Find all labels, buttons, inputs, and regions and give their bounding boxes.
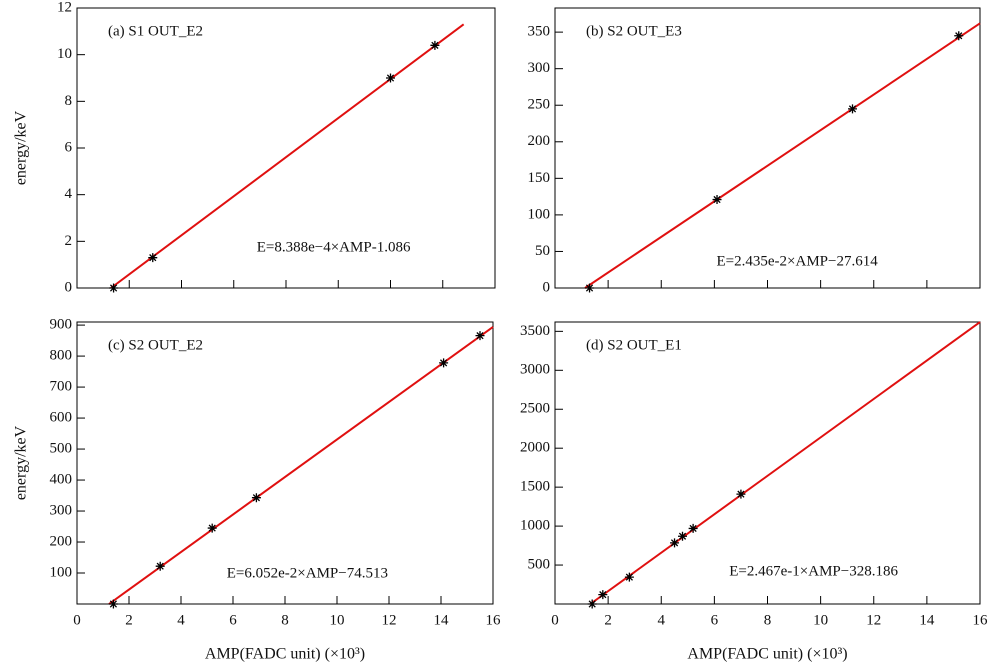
data-point	[439, 358, 449, 368]
y-tick-label: 3000	[520, 362, 550, 378]
x-tick-label: 14	[919, 612, 935, 628]
equation: E=6.052e-2×AMP−74.513	[227, 565, 388, 581]
data-point	[670, 538, 680, 548]
data-point	[207, 523, 217, 533]
panel-title: (b) S2 OUT_E3	[586, 23, 682, 39]
data-point	[624, 572, 634, 582]
x-tick-label: 14	[434, 612, 450, 628]
y-tick-label: 50	[535, 243, 550, 259]
data-point	[688, 523, 698, 533]
y-tick-label: 0	[65, 279, 73, 295]
y-axis-label: energy/keV	[13, 425, 30, 500]
data-point	[155, 561, 165, 571]
fit-line	[584, 22, 981, 289]
data-point	[585, 283, 595, 293]
y-tick-label: 2500	[520, 401, 550, 417]
y-tick-label: 250	[528, 97, 551, 113]
y-tick-label: 350	[528, 24, 551, 40]
x-tick-label: 0	[73, 612, 81, 628]
fit-line	[110, 23, 465, 289]
fit-line	[108, 326, 494, 605]
panel-title: (d) S2 OUT_E1	[586, 337, 682, 353]
x-axis-label: AMP(FADC unit) (×10³)	[687, 646, 847, 663]
y-tick-label: 500	[528, 556, 551, 572]
data-point	[954, 31, 964, 41]
y-tick-label: 2000	[520, 440, 550, 456]
x-tick-label: 6	[229, 612, 237, 628]
data-point	[386, 73, 395, 83]
x-tick-label: 4	[177, 612, 185, 628]
data-point	[848, 104, 857, 114]
x-tick-label: 8	[764, 612, 772, 628]
data-point	[148, 253, 158, 263]
plot-frame	[554, 7, 981, 289]
x-tick-label: 0	[551, 612, 559, 628]
y-tick-label: 600	[50, 410, 73, 426]
y-tick-label: 300	[528, 60, 551, 76]
y-tick-label: 1000	[520, 518, 550, 534]
y-tick-label: 4	[65, 186, 73, 202]
data-point	[251, 493, 261, 503]
y-tick-label: 100	[528, 206, 551, 222]
x-tick-label: 4	[658, 612, 666, 628]
y-tick-label: 6	[65, 139, 73, 155]
y-tick-label: 100	[50, 564, 73, 580]
plot-frame	[554, 321, 981, 605]
y-tick-label: 8	[65, 93, 73, 109]
x-tick-label: 16	[973, 612, 989, 628]
y-tick-label: 10	[57, 46, 72, 62]
x-tick-label: 2	[604, 612, 612, 628]
fit-line	[589, 321, 981, 605]
y-tick-label: 300	[50, 502, 73, 518]
y-tick-label: 200	[50, 533, 73, 549]
y-tick-label: 200	[528, 133, 551, 149]
x-tick-label: 16	[486, 612, 502, 628]
equation: E=8.388e−4×AMP-1.086	[257, 239, 411, 255]
y-tick-label: 3500	[520, 323, 550, 339]
y-tick-label: 900	[50, 317, 73, 333]
y-tick-label: 400	[50, 471, 73, 487]
data-point	[430, 40, 440, 50]
data-point	[712, 195, 722, 205]
data-point	[678, 531, 687, 541]
data-point	[475, 331, 485, 341]
y-tick-label: 700	[50, 379, 73, 395]
data-point	[736, 489, 746, 499]
y-tick-label: 800	[50, 348, 73, 364]
panel-title: (c) S2 OUT_E2	[108, 337, 203, 353]
y-tick-label: 1500	[520, 479, 550, 495]
x-tick-label: 10	[330, 612, 345, 628]
x-tick-label: 12	[382, 612, 397, 628]
y-tick-label: 0	[543, 279, 551, 295]
y-tick-label: 12	[57, 0, 72, 15]
equation: E=2.467e-1×AMP−328.186	[729, 563, 898, 579]
y-tick-label: 150	[528, 170, 551, 186]
x-axis-label: AMP(FADC unit) (×10³)	[205, 646, 365, 663]
data-point	[587, 599, 597, 609]
y-tick-label: 2	[65, 233, 73, 249]
x-tick-label: 12	[866, 612, 881, 628]
x-tick-label: 10	[813, 612, 828, 628]
data-point	[598, 590, 608, 600]
data-point	[108, 599, 118, 609]
equation: E=2.435e-2×AMP−27.614	[717, 253, 879, 269]
x-tick-label: 2	[125, 612, 133, 628]
plot-frame	[76, 321, 494, 605]
x-tick-label: 6	[711, 612, 719, 628]
y-tick-label: 500	[50, 440, 73, 456]
x-tick-label: 8	[281, 612, 289, 628]
panel-title: (a) S1 OUT_E2	[108, 23, 203, 39]
y-axis-label: energy/keV	[13, 110, 30, 185]
data-point	[109, 283, 119, 293]
